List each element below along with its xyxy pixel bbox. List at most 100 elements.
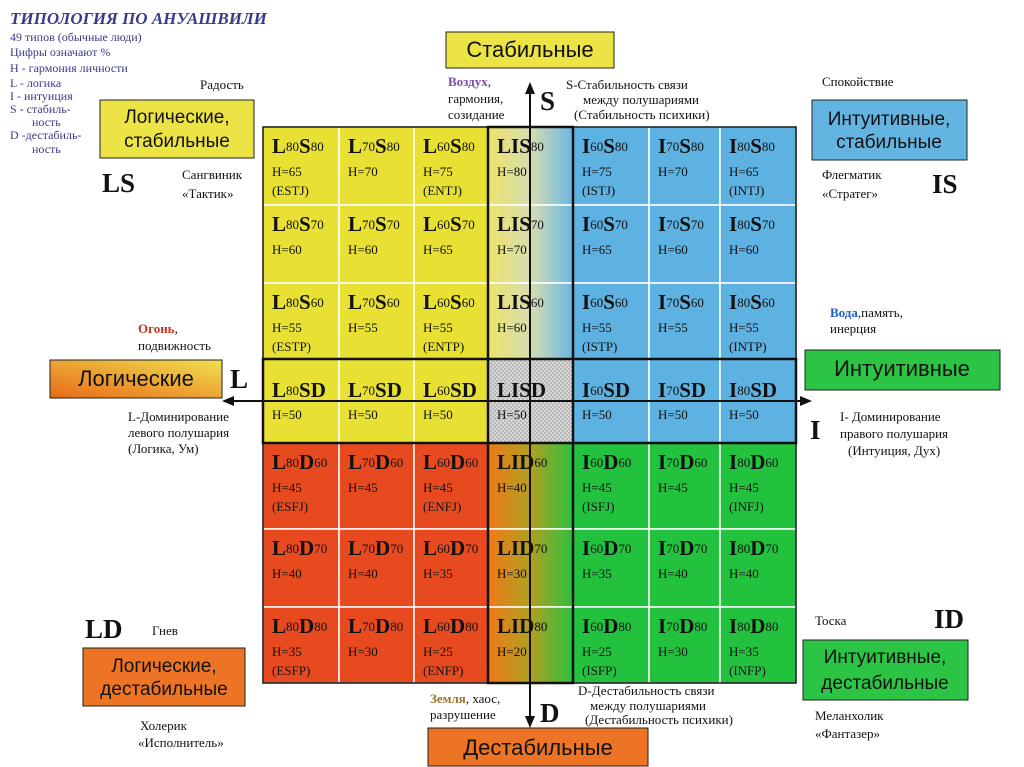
code-part: 80 [737, 455, 750, 470]
code-part: 70 [311, 217, 324, 232]
code-part: D [750, 536, 765, 560]
harmony: H=55 [582, 320, 612, 335]
harmony: H=80 [497, 164, 527, 179]
mbti-type: (ISTP) [582, 339, 617, 354]
code-part: I [658, 378, 666, 402]
element-rest: , хаос, [466, 691, 500, 706]
axis-line: (Логика, Ум) [128, 441, 199, 456]
code-part: 70 [666, 217, 679, 232]
code-part: S [750, 134, 762, 158]
code-part: I [729, 212, 737, 236]
legend-line: L - логика [10, 76, 62, 90]
harmony: H=55 [423, 320, 453, 335]
code-part: 60 [531, 295, 544, 310]
code-part: 80 [737, 139, 750, 154]
harmony: H=55 [272, 320, 302, 335]
code-part: S [603, 134, 615, 158]
cell-code: L60D70 [423, 536, 478, 560]
corner-code: ID [934, 604, 964, 634]
legend-line: 49 типов (обычные люди) [10, 30, 142, 44]
cell-code: L70D70 [348, 536, 403, 560]
harmony: H=50 [582, 407, 612, 422]
cell-code: I80S80 [729, 134, 775, 158]
code-part: L [272, 212, 286, 236]
axis-line: (Интуиция, Дух) [848, 443, 940, 458]
box [802, 639, 969, 701]
code-part: 70 [362, 383, 375, 398]
code-part: 70 [390, 541, 403, 556]
harmony: H=45 [423, 480, 453, 495]
temperament: Холерик [140, 718, 188, 733]
cell-code: L60D60 [423, 450, 478, 474]
code-part: L [423, 378, 437, 402]
harmony: H=55 [658, 320, 688, 335]
cell-code: L60SD [423, 378, 477, 402]
code-part: I [582, 614, 590, 638]
cell [572, 606, 650, 684]
harmony: H=35 [582, 566, 612, 581]
code-part: 60 [590, 455, 603, 470]
box-label: Интуитивные, [828, 109, 951, 130]
code-part: L [272, 450, 286, 474]
cell-code: L80S60 [272, 290, 324, 314]
axis-letter: I [810, 415, 821, 445]
axis-letter: S [540, 86, 555, 116]
code-part: S [679, 212, 691, 236]
harmony: H=70 [658, 164, 688, 179]
code-part: I [582, 536, 590, 560]
box [445, 31, 615, 69]
axis-letter: D [540, 698, 560, 728]
code-part: D [299, 536, 314, 560]
code-part: LISD [497, 378, 546, 402]
role: «Фантазер» [815, 726, 880, 741]
harmony: H=45 [272, 480, 302, 495]
cell [719, 126, 797, 206]
code-part: I [582, 134, 590, 158]
cell [572, 282, 650, 360]
axis-line: (Дестабильность психики) [585, 712, 733, 727]
harmony: H=40 [497, 480, 527, 495]
harmony: H=40 [348, 566, 378, 581]
harmony: H=65 [582, 242, 612, 257]
cell [262, 528, 340, 608]
code-part: L [423, 134, 437, 158]
harmony: H=50 [423, 407, 453, 422]
code-part: L [348, 450, 362, 474]
cell [413, 528, 489, 608]
code-part: 70 [387, 217, 400, 232]
code-part: 80 [311, 139, 324, 154]
axis-line: L-Доминирование [128, 409, 229, 424]
cell [262, 606, 340, 684]
emotion: Тоска [815, 613, 847, 628]
cell-code: I80D80 [729, 614, 778, 638]
code-part: I [729, 614, 737, 638]
code-part: 80 [737, 295, 750, 310]
element: Воздух, [448, 74, 491, 89]
cell-code: L70S60 [348, 290, 400, 314]
cell-code: I70D60 [658, 450, 707, 474]
axis-letter: L [230, 364, 248, 394]
box-label: Логические, [111, 656, 216, 677]
code-part: I [729, 134, 737, 158]
element-word: Воздух [448, 74, 488, 89]
code-part: D [679, 450, 694, 474]
harmony: H=55 [729, 320, 759, 335]
box-label: Дестабильные [463, 735, 613, 760]
code-part: 60 [694, 455, 707, 470]
code-part: L [272, 536, 286, 560]
code-part: L [348, 378, 362, 402]
harmony: H=60 [272, 242, 302, 257]
cell-code: I70D70 [658, 536, 707, 560]
code-part: S [679, 290, 691, 314]
harmony: H=65 [729, 164, 759, 179]
code-part: S [375, 212, 387, 236]
code-part: 80 [737, 383, 750, 398]
code-part: I [658, 212, 666, 236]
axis-line: правого полушария [840, 426, 948, 441]
box [82, 647, 246, 707]
code-part: I [729, 450, 737, 474]
cell [648, 204, 721, 284]
code-part: 60 [615, 295, 628, 310]
element-rest: ,память, [858, 305, 903, 320]
harmony: H=45 [658, 480, 688, 495]
